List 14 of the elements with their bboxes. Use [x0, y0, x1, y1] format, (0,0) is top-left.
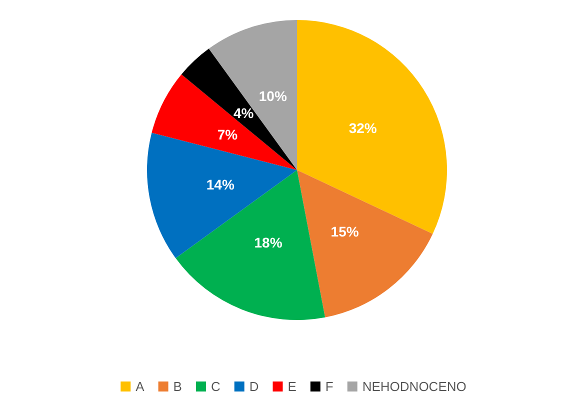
legend-label: D [249, 379, 259, 394]
data-label: 10% [258, 88, 288, 104]
legend-label: B [173, 379, 182, 394]
legend-label: A [136, 379, 145, 394]
data-label: 15% [330, 224, 360, 240]
data-label: 18% [254, 234, 283, 251]
legend-label: NEHODNOCENO [362, 379, 466, 394]
legend-label: C [210, 379, 220, 394]
legend-label: E [288, 379, 297, 394]
legend-label: F [325, 379, 334, 394]
data-label: 14% [206, 176, 235, 193]
data-label: 32% [348, 120, 378, 136]
data-label: 7% [217, 126, 238, 143]
data-label: 4% [233, 105, 254, 122]
